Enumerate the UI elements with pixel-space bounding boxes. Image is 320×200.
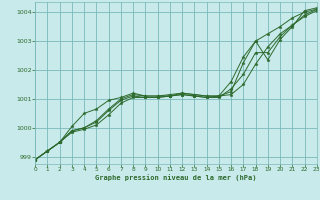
X-axis label: Graphe pression niveau de la mer (hPa): Graphe pression niveau de la mer (hPa) — [95, 174, 257, 181]
